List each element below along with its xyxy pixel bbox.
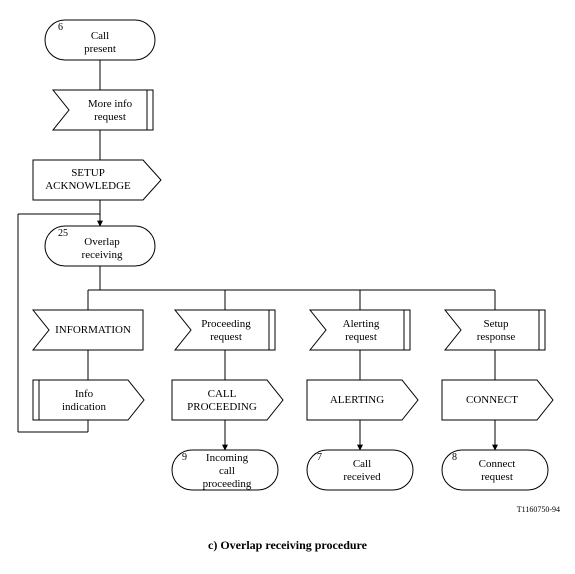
state-overlap-receiving — [45, 226, 155, 266]
state-call-received — [307, 450, 413, 490]
msg-info-indication — [33, 380, 144, 420]
state-connect-request — [442, 450, 548, 490]
box-more-info-request — [53, 90, 153, 130]
state-call-present — [45, 20, 155, 60]
msg-setup-acknowledge — [33, 160, 161, 200]
state-incoming-call-proceeding — [172, 450, 278, 490]
msg-call-proceeding — [172, 380, 283, 420]
msg-information — [33, 310, 143, 350]
msg-connect — [442, 380, 553, 420]
flowchart-canvas — [0, 0, 575, 574]
msg-alerting — [307, 380, 418, 420]
